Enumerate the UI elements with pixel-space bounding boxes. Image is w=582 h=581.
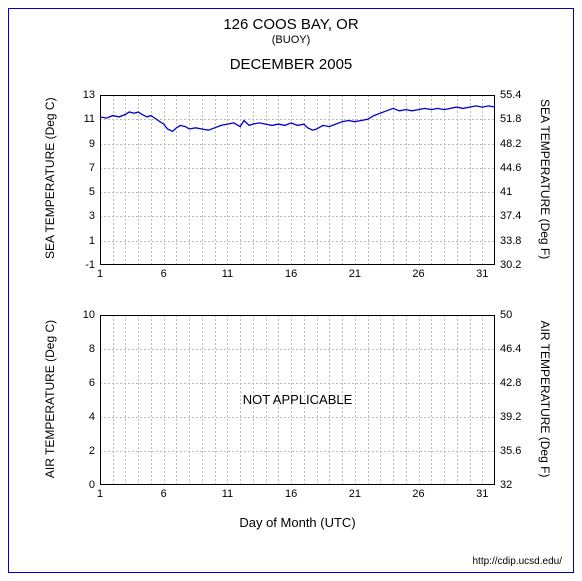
y-left-tick-label: 9 [89, 138, 95, 150]
y-right-tick-label: 51.8 [500, 113, 521, 125]
y-left-tick-label: 13 [83, 89, 95, 101]
x-axis-label: Day of Month (UTC) [100, 515, 495, 530]
y-right-tick-label: 46.4 [500, 343, 521, 355]
y-right-tick-label: 39.2 [500, 411, 521, 423]
y-left-tick-label: 1 [89, 235, 95, 247]
title-main: 126 COOS BAY, OR [0, 16, 582, 33]
figure-frame: 126 COOS BAY, OR (BUOY) DECEMBER 2005 16… [0, 0, 582, 581]
sea-temp-ylabel-f: SEA TEMPERATURE (Deg F) [538, 99, 552, 259]
y-left-tick-label: 0 [89, 479, 95, 491]
x-tick-label: 16 [283, 488, 299, 500]
y-left-tick-label: 5 [89, 186, 95, 198]
y-right-tick-label: 33.8 [500, 235, 521, 247]
title-subtitle: (BUOY) [0, 34, 582, 46]
sea-temp-chart: 161116212631-113579111330.233.837.44144.… [100, 95, 495, 265]
y-right-tick-label: 48.2 [500, 138, 521, 150]
sea-temp-ylabel-c: SEA TEMPERATURE (Deg C) [43, 99, 57, 259]
y-left-tick-label: 8 [89, 343, 95, 355]
x-tick-label: 31 [474, 268, 490, 280]
y-left-tick-label: 6 [89, 377, 95, 389]
y-right-tick-label: 44.6 [500, 162, 521, 174]
y-left-tick-label: 7 [89, 162, 95, 174]
footer-url: http://cdip.ucsd.edu/ [472, 556, 562, 567]
x-tick-label: 16 [283, 268, 299, 280]
y-right-tick-label: 50 [500, 309, 512, 321]
overlay-text: NOT APPLICABLE [100, 392, 495, 407]
y-left-tick-label: 10 [83, 309, 95, 321]
y-left-tick-label: 3 [89, 210, 95, 222]
y-right-tick-label: 32 [500, 479, 512, 491]
y-right-tick-label: 35.6 [500, 445, 521, 457]
y-right-tick-label: 42.8 [500, 377, 521, 389]
y-right-tick-label: 41 [500, 186, 512, 198]
title-block: 126 COOS BAY, OR (BUOY) DECEMBER 2005 [0, 16, 582, 73]
x-tick-label: 21 [347, 488, 363, 500]
y-left-tick-label: 2 [89, 445, 95, 457]
title-month: DECEMBER 2005 [0, 56, 582, 73]
x-tick-label: 21 [347, 268, 363, 280]
x-tick-label: 6 [156, 268, 172, 280]
y-right-tick-label: 55.4 [500, 89, 521, 101]
y-left-tick-label: 11 [84, 113, 95, 125]
y-left-tick-label: -1 [85, 259, 95, 271]
air-temp-chart: NOT APPLICABLE16111621263102468103235.63… [100, 315, 495, 485]
air-temp-ylabel-c: AIR TEMPERATURE (Deg C) [43, 319, 57, 479]
air-temp-ylabel-f: AIR TEMPERATURE (Deg F) [538, 319, 552, 479]
y-left-tick-label: 4 [89, 411, 95, 423]
x-tick-label: 26 [411, 268, 427, 280]
x-tick-label: 6 [156, 488, 172, 500]
y-right-tick-label: 37.4 [500, 210, 521, 222]
x-tick-label: 11 [219, 488, 235, 500]
y-right-tick-label: 30.2 [500, 259, 521, 271]
x-tick-label: 11 [219, 268, 235, 280]
x-tick-label: 31 [474, 488, 490, 500]
x-tick-label: 26 [411, 488, 427, 500]
